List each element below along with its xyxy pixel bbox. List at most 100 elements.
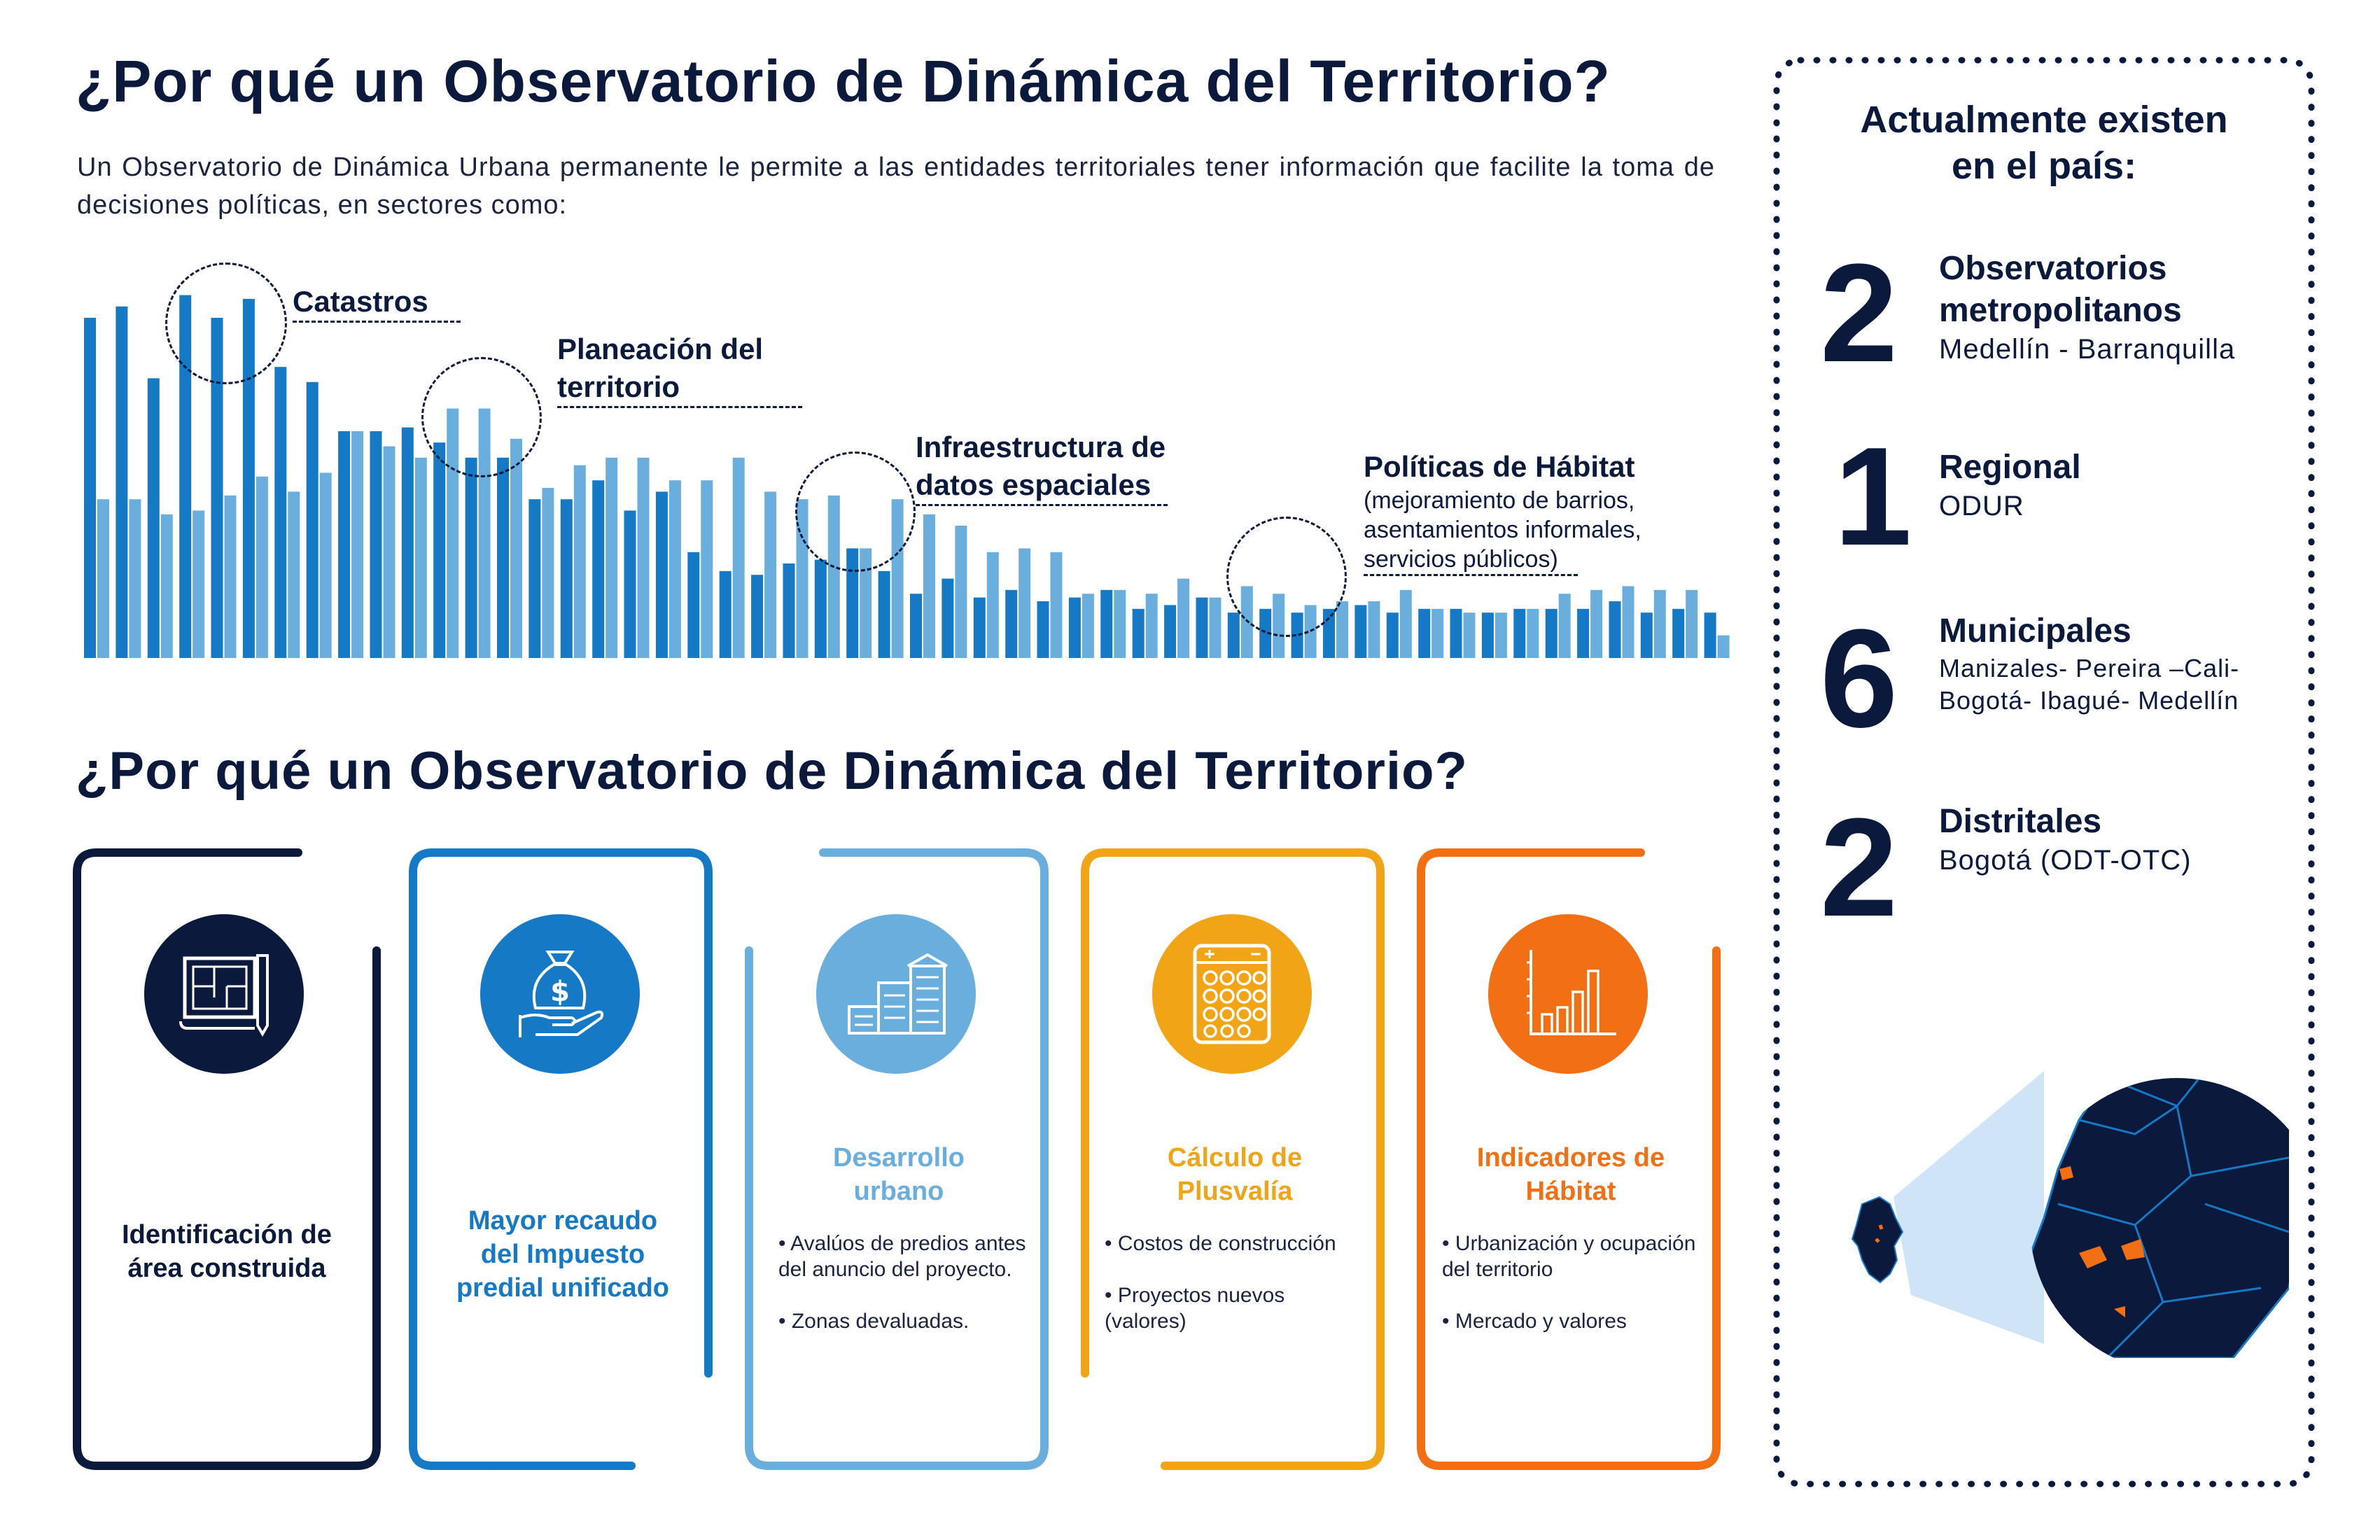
card-area-construida: Identificación de área construida [73, 847, 381, 1470]
stat-title: Municipales [1939, 612, 2132, 650]
chart-bar [1177, 578, 1190, 658]
chart-bar [129, 499, 141, 658]
chart-bar [1196, 597, 1208, 658]
card-bullets: • Urbanización y ocupación del territori… [1442, 1231, 1708, 1360]
money-bag-hand-icon: $ [480, 914, 640, 1074]
card-title-line: urbano [853, 1177, 944, 1206]
side-heading-line: en el país: [1951, 145, 2137, 187]
chart-bar [1100, 589, 1113, 658]
side-panel-border [1773, 57, 2315, 1488]
decorative-bar-chart [84, 295, 1730, 659]
chart-bar [465, 457, 477, 658]
bullet-item: • Urbanización y ocupación del territori… [1442, 1232, 1696, 1281]
card-plusvalia: Cálculo de Plusvalía • Costos de constru… [1081, 847, 1389, 1470]
card-title-line: Mayor recaudo [468, 1206, 658, 1236]
card-bullets: • Costos de construcción • Proyectos nue… [1105, 1231, 1371, 1360]
chart-bar [370, 431, 382, 658]
chart-bar [211, 318, 223, 658]
chart-bar [1653, 589, 1666, 658]
chart-bar [1450, 608, 1462, 658]
chart-bar [923, 514, 935, 658]
chart-bar [986, 552, 999, 658]
callout-politicas-line3: servicios públicos) [1364, 545, 1578, 576]
blueprint-icon [144, 914, 304, 1074]
chart-bar [288, 491, 300, 658]
chart-bar [1354, 605, 1367, 658]
chart-bar [497, 457, 509, 658]
chart-bar [783, 564, 795, 658]
chart-bar [401, 427, 414, 658]
chart-bar [1418, 608, 1431, 658]
callout-politicas-title: Políticas de Hábitat [1364, 450, 1635, 483]
chart-bar [179, 295, 192, 659]
chart-bar [1336, 601, 1348, 658]
chart-bar [1050, 552, 1063, 658]
chart-bar [637, 457, 650, 658]
callout-infraestructura-line2: datos espaciales [916, 466, 1168, 506]
chart-bar [1227, 612, 1240, 658]
chart-bar [306, 382, 318, 658]
chart-bar [433, 442, 446, 658]
stat-subtitle: Bogotá- Ibagué- Medellín [1939, 686, 2239, 715]
chart-bar [510, 438, 522, 658]
chart-bar [955, 526, 967, 658]
buildings-icon [816, 914, 976, 1074]
chart-bar [1590, 589, 1603, 658]
stat-title: Regional [1939, 449, 2081, 486]
card-title-line: Hábitat [1525, 1177, 1616, 1206]
card-frame [73, 848, 381, 1470]
intro-text: Un Observatorio de Dinámica Urbana perma… [77, 153, 1715, 220]
card-recaudo-predial: $ Mayor recaudo del Impuesto predial uni… [409, 847, 717, 1470]
chart-bar [878, 570, 890, 658]
bullet-item: • Zonas devaluadas. [778, 1310, 969, 1333]
chart-bar [592, 480, 605, 658]
card-title-line: del Impuesto [480, 1240, 645, 1269]
chart-bar [1609, 601, 1621, 658]
chart-bar [846, 548, 859, 658]
chart-bar [1513, 608, 1526, 658]
chart-bar [1037, 601, 1049, 658]
stat-number: 2 [1820, 790, 1898, 946]
stat-municipales: Municipales Manizales- Pereira –Cali- Bo… [1939, 610, 2239, 717]
chart-bar [624, 510, 636, 658]
side-heading-line: Actualmente existen [1860, 99, 2228, 141]
chart-bar [1527, 608, 1539, 658]
chart-bar [1686, 589, 1698, 658]
bullet-item: • Avalúos de predios antes del anuncio d… [778, 1232, 1026, 1281]
page-title: ¿Por qué un Observatorio de Dinámica del… [76, 48, 1611, 114]
chart-bar [97, 499, 109, 658]
chart-bar [528, 499, 541, 658]
side-heading: Actualmente existen en el país: [1792, 97, 2296, 189]
chart-bar [160, 514, 173, 658]
stat-subtitle: ODUR [1939, 491, 2024, 522]
chart-bar [655, 491, 668, 658]
card-indicadores-habitat: Indicadores de Hábitat • Urbanización y … [1417, 847, 1725, 1470]
bullet-item: • Costos de construcción [1105, 1232, 1336, 1255]
chart-bar [115, 306, 128, 658]
callout-catastros: Catastros [293, 283, 461, 323]
chart-bar [1704, 612, 1716, 658]
chart-bar [860, 548, 872, 658]
stat-title: Observatorios [1939, 250, 2167, 287]
chart-bar [1481, 612, 1494, 658]
chart-bar [606, 457, 618, 658]
stat-distritales: Distritales Bogotá (ODT-OTC) [1939, 801, 2192, 878]
stat-subtitle: Manizales- Pereira –Cali- [1939, 654, 2240, 682]
chart-bar [542, 488, 554, 658]
chart-bar [84, 318, 96, 658]
chart-bar [1164, 605, 1177, 658]
highlight-circle-politicas [1226, 517, 1347, 637]
stat-number: 2 [1820, 235, 1898, 391]
chart-bar [732, 457, 745, 658]
stat-regional: Regional ODUR [1939, 447, 2081, 524]
chart-bar [941, 578, 954, 658]
card-title: Identificación de área construida [87, 1218, 367, 1285]
card-title-line: área construida [127, 1254, 326, 1283]
stat-metropolitanos: Observatorios metropolitanos Medellín - … [1939, 248, 2235, 367]
stat-title: metropolitanos [1939, 292, 2182, 329]
stat-title: Distritales [1939, 803, 2102, 840]
chart-bar [1068, 597, 1081, 658]
callout-infraestructura: Infraestructura de datos espaciales [916, 428, 1168, 506]
calculator-icon [1152, 914, 1312, 1074]
card-title-line: predial unificado [456, 1273, 670, 1303]
